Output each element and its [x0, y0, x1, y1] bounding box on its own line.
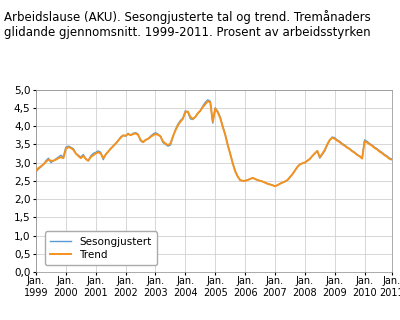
Sesongjustert: [272, 184, 277, 188]
Trend: [34, 169, 38, 172]
Sesongjustert: [390, 157, 394, 161]
Trend: [330, 136, 335, 140]
Sesongjustert: [34, 170, 38, 173]
Trend: [143, 138, 148, 142]
Line: Trend: Trend: [36, 101, 392, 186]
Legend: Sesongjustert, Trend: Sesongjustert, Trend: [45, 231, 157, 265]
Line: Sesongjustert: Sesongjustert: [36, 100, 392, 186]
Sesongjustert: [292, 169, 297, 172]
Sesongjustert: [86, 159, 91, 163]
Trend: [390, 158, 394, 162]
Sesongjustert: [325, 143, 330, 147]
Sesongjustert: [143, 138, 148, 142]
Trend: [86, 159, 91, 163]
Sesongjustert: [58, 153, 63, 157]
Trend: [58, 155, 63, 159]
Sesongjustert: [205, 98, 210, 102]
Text: Arbeidslause (AKU). Sesongjusterte tal og trend. Tremånaders
glidande gjennomsni: Arbeidslause (AKU). Sesongjusterte tal o…: [4, 10, 371, 39]
Trend: [272, 184, 277, 188]
Trend: [292, 169, 297, 172]
Trend: [325, 142, 330, 146]
Trend: [205, 99, 210, 103]
Sesongjustert: [330, 135, 335, 139]
